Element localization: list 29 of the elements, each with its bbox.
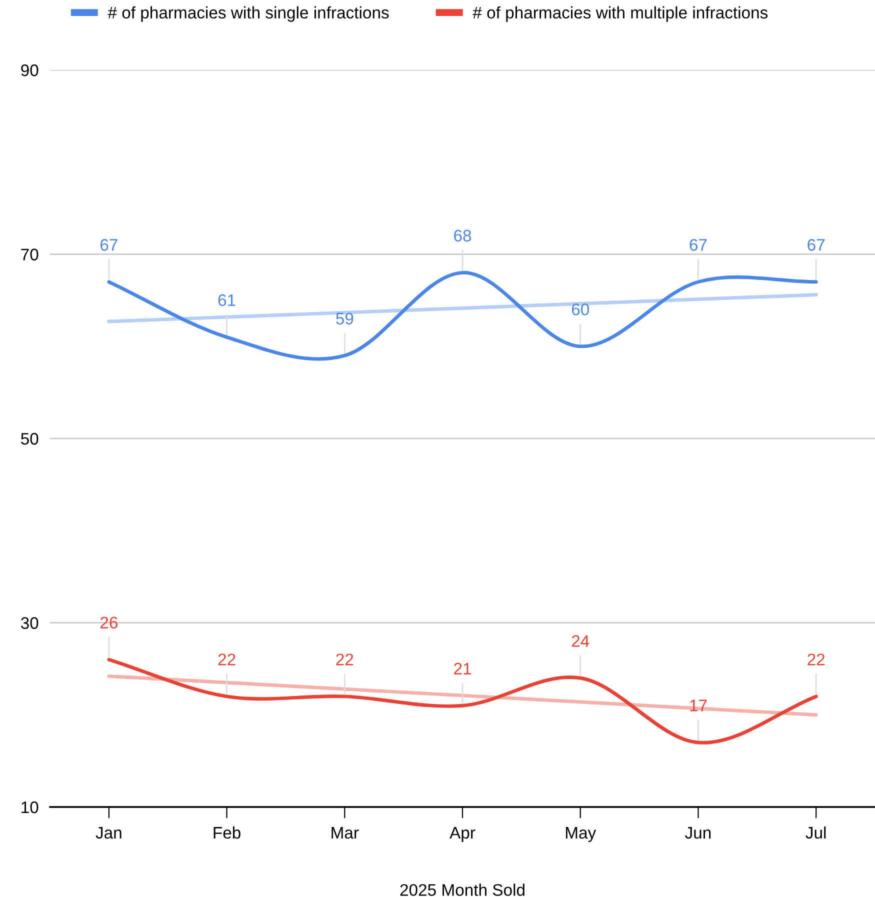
data-label: 67 xyxy=(808,239,825,251)
legend-label: # of pharmacies with multiple infractions xyxy=(472,6,768,22)
data-label: 61 xyxy=(218,294,236,306)
y-tick-label: 50 xyxy=(21,432,38,445)
x-tick-label: Jul xyxy=(806,826,826,839)
data-label: 67 xyxy=(100,239,118,251)
data-label: 17 xyxy=(690,700,707,712)
data-label: 26 xyxy=(100,616,118,629)
legend-label: # of pharmacies with single infractions xyxy=(108,6,389,22)
x-tick-label: May xyxy=(566,827,596,842)
data-label: 60 xyxy=(572,304,589,316)
data-label: 24 xyxy=(572,635,590,647)
data-label: 21 xyxy=(454,662,471,674)
data-label: 59 xyxy=(336,312,354,325)
data-label: 22 xyxy=(808,654,825,666)
x-axis-title: 2025 Month Sold xyxy=(400,884,524,896)
y-tick-label: 70 xyxy=(21,248,38,260)
y-tick-label: 90 xyxy=(21,64,38,76)
data-label: 67 xyxy=(690,239,707,251)
data-label: 68 xyxy=(454,230,472,242)
data-label: 22 xyxy=(336,654,354,666)
x-tick-label: Feb xyxy=(214,826,240,839)
x-tick-label: Jun xyxy=(685,827,711,839)
y-tick-label: 30 xyxy=(20,617,38,629)
x-tick-label: Mar xyxy=(332,827,359,839)
x-tick-label: Apr xyxy=(450,827,476,842)
data-label: 22 xyxy=(218,654,236,666)
x-tick-label: Jan xyxy=(96,827,122,839)
y-tick-label: 10 xyxy=(22,801,38,814)
